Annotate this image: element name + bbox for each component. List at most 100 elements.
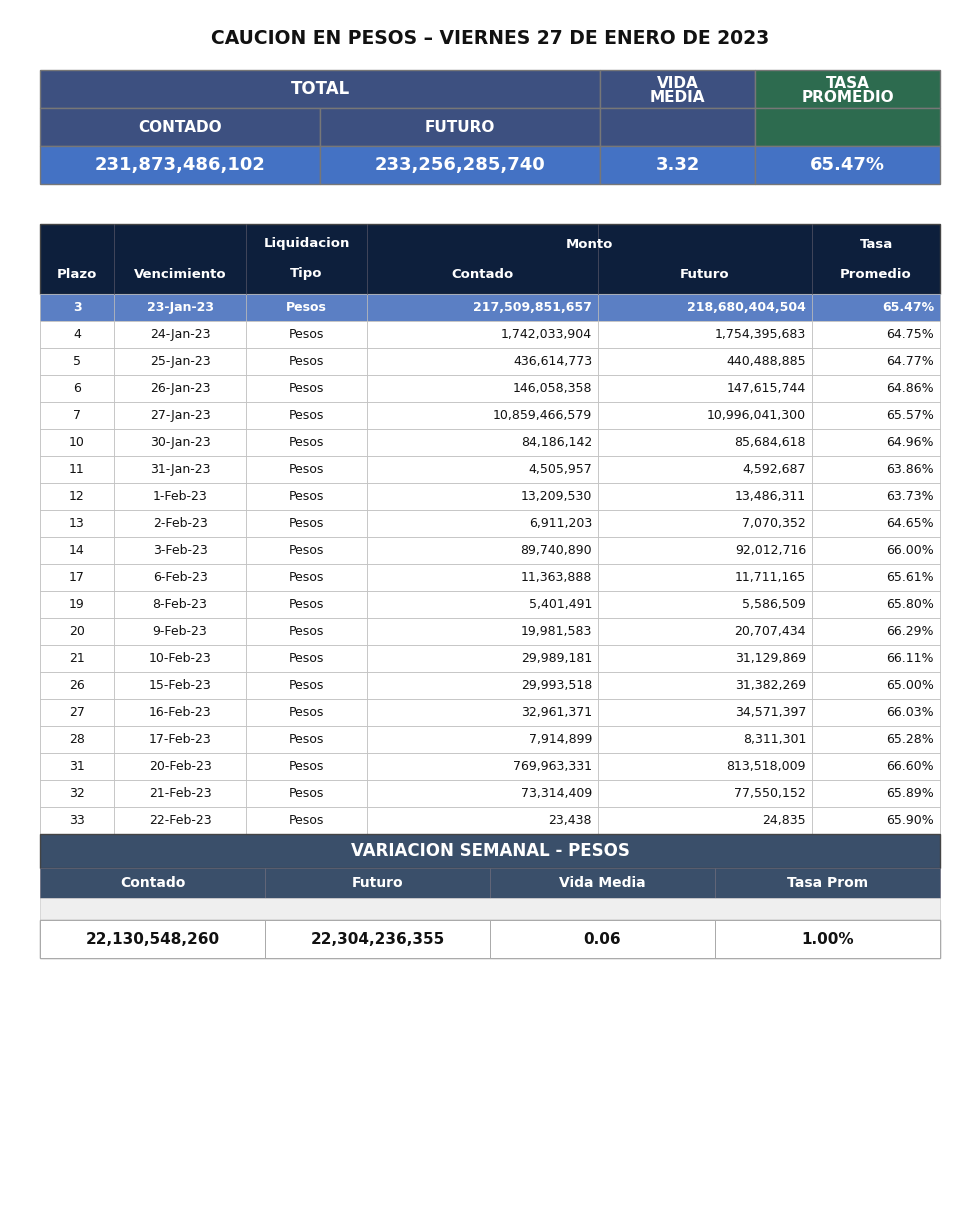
Text: Pesos: Pesos <box>289 706 324 719</box>
Bar <box>598 456 812 483</box>
Text: FUTURO: FUTURO <box>424 119 495 135</box>
Bar <box>600 146 755 184</box>
Bar <box>812 321 940 348</box>
Bar <box>598 375 812 402</box>
Text: Vencimiento: Vencimiento <box>133 268 226 280</box>
Bar <box>40 753 940 780</box>
Bar <box>40 71 600 108</box>
Text: Pesos: Pesos <box>289 436 324 449</box>
Bar <box>812 456 940 483</box>
Text: Pesos: Pesos <box>289 355 324 368</box>
Bar <box>40 321 114 348</box>
Text: 1.00%: 1.00% <box>802 931 854 947</box>
Bar <box>40 456 940 483</box>
Text: Pesos: Pesos <box>289 787 324 800</box>
Bar <box>812 537 940 563</box>
Text: VARIACION SEMANAL - PESOS: VARIACION SEMANAL - PESOS <box>351 842 629 860</box>
Text: 19,981,583: 19,981,583 <box>520 626 592 638</box>
Text: PROMEDIO: PROMEDIO <box>802 90 894 105</box>
Text: 6,911,203: 6,911,203 <box>529 517 592 529</box>
Bar <box>367 295 598 321</box>
Text: 4: 4 <box>74 329 81 341</box>
Text: 65.00%: 65.00% <box>886 679 934 692</box>
Bar <box>40 780 114 807</box>
Bar <box>598 672 812 699</box>
Bar <box>246 483 367 510</box>
Bar <box>367 699 598 727</box>
Bar <box>598 780 812 807</box>
Bar <box>598 430 812 456</box>
Bar <box>40 753 114 780</box>
Bar <box>246 727 367 753</box>
Bar <box>598 563 812 591</box>
Text: Pesos: Pesos <box>286 301 327 314</box>
Text: 73,314,409: 73,314,409 <box>520 787 592 800</box>
Bar <box>40 672 114 699</box>
Text: 436,614,773: 436,614,773 <box>513 355 592 368</box>
Bar <box>598 321 812 348</box>
Text: 15-Feb-23: 15-Feb-23 <box>149 679 212 692</box>
Text: 13,486,311: 13,486,311 <box>735 490 806 503</box>
Bar <box>40 727 114 753</box>
Text: 4,592,687: 4,592,687 <box>743 462 806 476</box>
Text: 3: 3 <box>73 301 81 314</box>
Text: 7: 7 <box>73 409 81 422</box>
Text: 24-Jan-23: 24-Jan-23 <box>150 329 211 341</box>
Text: 64.75%: 64.75% <box>886 329 934 341</box>
Text: 9-Feb-23: 9-Feb-23 <box>153 626 208 638</box>
Bar <box>367 727 598 753</box>
Bar <box>114 618 246 645</box>
Bar <box>367 537 598 563</box>
Text: 31,129,869: 31,129,869 <box>735 652 806 664</box>
Text: 6-Feb-23: 6-Feb-23 <box>153 571 208 584</box>
Text: 26-Jan-23: 26-Jan-23 <box>150 382 211 396</box>
Bar <box>114 295 246 321</box>
Bar <box>598 699 812 727</box>
Bar <box>755 108 940 146</box>
Text: 26: 26 <box>70 679 85 692</box>
Bar <box>40 510 114 537</box>
Bar <box>246 510 367 537</box>
Text: 65.57%: 65.57% <box>886 409 934 422</box>
Bar <box>246 780 367 807</box>
Text: 65.61%: 65.61% <box>886 571 934 584</box>
Text: 22,130,548,260: 22,130,548,260 <box>85 931 220 947</box>
Bar <box>812 430 940 456</box>
Text: 31: 31 <box>70 759 85 773</box>
Bar <box>320 108 600 146</box>
Bar <box>755 146 940 184</box>
Bar <box>40 563 114 591</box>
Text: 0.06: 0.06 <box>584 931 621 947</box>
Text: CONTADO: CONTADO <box>138 119 221 135</box>
Bar <box>598 591 812 618</box>
Bar <box>40 402 114 430</box>
Bar <box>40 537 940 563</box>
Text: 23-Jan-23: 23-Jan-23 <box>146 301 214 314</box>
Bar <box>40 430 940 456</box>
Text: 10-Feb-23: 10-Feb-23 <box>149 652 212 664</box>
Bar <box>40 807 114 834</box>
Bar <box>246 699 367 727</box>
Bar <box>367 510 598 537</box>
Bar <box>40 645 114 672</box>
Bar <box>40 402 940 430</box>
Bar <box>367 618 598 645</box>
Text: 13,209,530: 13,209,530 <box>520 490 592 503</box>
Text: 65.47%: 65.47% <box>882 301 934 314</box>
Bar <box>812 753 940 780</box>
Text: Pesos: Pesos <box>289 409 324 422</box>
Bar <box>812 591 940 618</box>
Bar <box>367 591 598 618</box>
Bar <box>812 780 940 807</box>
Text: 17: 17 <box>69 571 85 584</box>
Text: 813,518,009: 813,518,009 <box>726 759 806 773</box>
Text: 5,586,509: 5,586,509 <box>742 598 806 611</box>
Text: 65.90%: 65.90% <box>886 814 934 828</box>
Bar <box>600 108 755 146</box>
Text: 1-Feb-23: 1-Feb-23 <box>153 490 208 503</box>
Text: 8,311,301: 8,311,301 <box>743 733 806 746</box>
Text: Pesos: Pesos <box>289 626 324 638</box>
Bar <box>367 672 598 699</box>
Text: Pesos: Pesos <box>289 544 324 557</box>
Bar <box>114 591 246 618</box>
